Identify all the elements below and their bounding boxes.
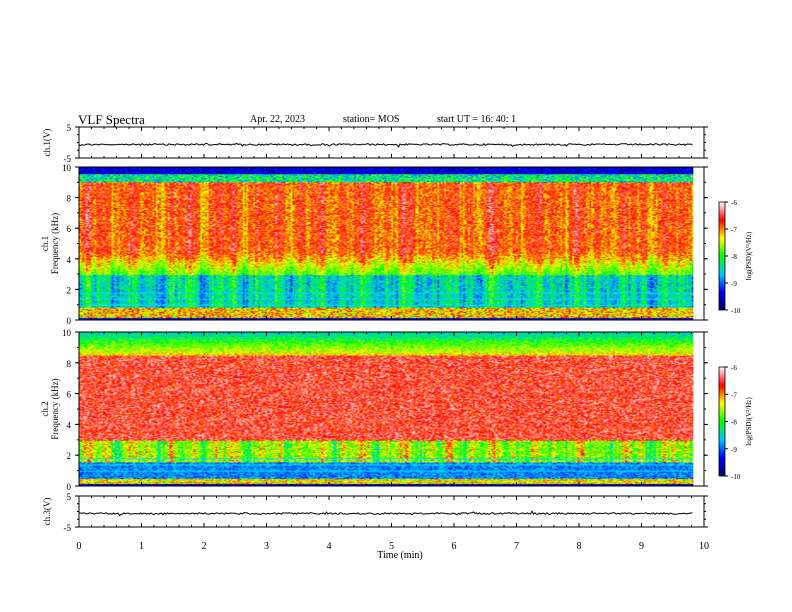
y-tick-label: 2 bbox=[67, 285, 72, 295]
spectrogram-image bbox=[79, 167, 694, 320]
x-tick-label: 0 bbox=[77, 541, 82, 552]
plot-frame bbox=[78, 126, 705, 159]
ch2-spectrogram-panel: 0 2 4 6 8 10 ch.2 Frequency (kHz) bbox=[40, 328, 708, 492]
x-tick-label: 6 bbox=[452, 541, 457, 552]
colorbar-tick-label: -8 bbox=[731, 253, 737, 261]
colorbar-label: log(PSD)(V²/Hz) bbox=[745, 397, 753, 446]
x-tick-label: 4 bbox=[327, 541, 332, 552]
spectrogram-image bbox=[79, 332, 694, 486]
colorbar-label: log(PSD)(V²/Hz) bbox=[745, 231, 753, 280]
station-label: station= MOS bbox=[343, 114, 400, 125]
y-tick-label: 8 bbox=[67, 359, 72, 369]
y-tick-label: 5 bbox=[67, 492, 72, 502]
colorbar-tick-label: -10 bbox=[731, 473, 741, 481]
colorbar-tick-label: -9 bbox=[731, 280, 737, 288]
y-tick-label: 4 bbox=[67, 255, 72, 265]
y-axis-label: Frequency (kHz) bbox=[50, 213, 60, 274]
x-tick-label: 7 bbox=[514, 541, 519, 552]
x-tick-label: 1 bbox=[139, 541, 144, 552]
waveform-line bbox=[78, 142, 693, 148]
y-tick-label: 5 bbox=[67, 123, 72, 133]
y-axis-label: ch.1(V) bbox=[42, 129, 52, 157]
waveform-line bbox=[78, 510, 693, 517]
y-tick-label: 2 bbox=[67, 451, 72, 461]
x-tick-label: 5 bbox=[389, 541, 394, 552]
y-tick-label: -5 bbox=[64, 523, 72, 533]
colorbar-tick-label: -9 bbox=[731, 446, 737, 454]
ch3-waveform-panel: 5 -5 ch.3(V) bbox=[42, 492, 708, 533]
start-time-label: start UT = 16: 40: 1 bbox=[437, 114, 517, 125]
y-axis-label: Frequency (kHz) bbox=[50, 378, 60, 439]
x-tick-label: 9 bbox=[639, 541, 644, 552]
time-axis: 0 1 2 3 4 5 6 7 8 9 10 Time (min) bbox=[77, 541, 710, 561]
y-tick-label: 10 bbox=[62, 328, 72, 338]
y-tick-label: 8 bbox=[67, 194, 72, 204]
x-tick-label: 2 bbox=[202, 541, 207, 552]
y-tick-label: 0 bbox=[67, 482, 72, 492]
y-tick-label: -5 bbox=[64, 154, 72, 164]
y-tick-label: 10 bbox=[62, 163, 72, 173]
colorbar-gradient bbox=[718, 366, 726, 477]
y-tick-label: 6 bbox=[67, 224, 72, 234]
colorbar-tick-label: -6 bbox=[731, 199, 737, 207]
y-tick-label: 6 bbox=[67, 390, 72, 400]
colorbar-gradient bbox=[718, 201, 726, 311]
y-axis-label: ch.3(V) bbox=[42, 498, 52, 526]
y-tick-label: 4 bbox=[67, 420, 72, 430]
y-axis-label: ch.1 bbox=[40, 236, 50, 251]
ch2-colorbar: -6 -7 -8 -9 -10 log(PSD)(V²/Hz) bbox=[718, 364, 753, 481]
y-tick-label: 0 bbox=[67, 316, 72, 326]
y-axis-label: ch.2 bbox=[40, 401, 50, 416]
chart-title: VLF Spectra bbox=[78, 112, 145, 127]
colorbar-tick-label: -7 bbox=[731, 226, 737, 234]
ch1-spectrogram-panel: 0 2 4 6 8 10 ch.1 Frequency (kHz) bbox=[40, 163, 708, 326]
colorbar-tick-label: -10 bbox=[731, 307, 741, 315]
x-axis-label: Time (min) bbox=[377, 550, 422, 561]
x-tick-label: 8 bbox=[577, 541, 582, 552]
date-label: Apr. 22, 2023 bbox=[250, 114, 305, 125]
x-tick-label: 3 bbox=[264, 541, 269, 552]
colorbar-tick-label: -7 bbox=[731, 391, 737, 399]
plot-frame bbox=[78, 495, 705, 528]
ch1-waveform-panel: 5 -5 ch.1(V) bbox=[42, 123, 708, 164]
colorbar-tick-label: -8 bbox=[731, 419, 737, 427]
ch1-colorbar: -6 -7 -8 -9 -10 log(PSD)(V²/Hz) bbox=[718, 199, 753, 315]
x-tick-label: 10 bbox=[699, 541, 709, 552]
colorbar-tick-label: -6 bbox=[731, 364, 737, 372]
